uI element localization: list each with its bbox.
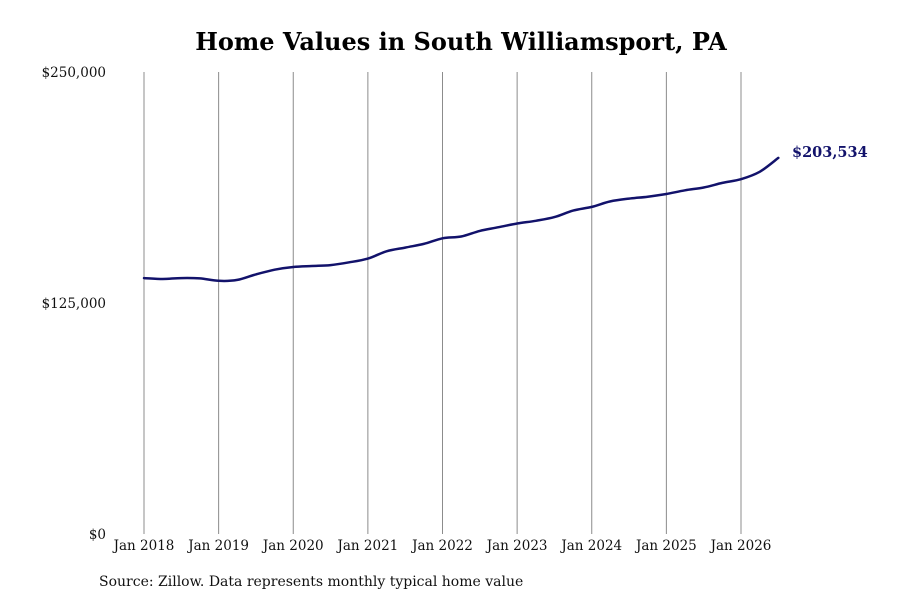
end-value-label: $203,534: [792, 144, 868, 161]
y-tick-label: $250,000: [42, 65, 106, 81]
y-tick-label: $125,000: [42, 296, 106, 312]
x-tick-label: Jan 2025: [634, 538, 697, 554]
x-tick-label: Jan 2023: [485, 538, 548, 554]
x-tick-label: Jan 2018: [112, 538, 175, 554]
y-axis-tick-labels: $0 $125,000 $250,000: [42, 65, 106, 543]
y-tick-label: $0: [89, 527, 106, 543]
source-note: Source: Zillow. Data represents monthly …: [99, 574, 523, 590]
x-tick-label: Jan 2019: [186, 538, 249, 554]
x-tick-label: Jan 2024: [559, 538, 622, 554]
x-tick-label: Jan 2021: [335, 538, 398, 554]
chart-title: Home Values in South Williamsport, PA: [195, 27, 727, 56]
x-tick-label: Jan 2022: [410, 538, 473, 554]
x-tick-label: Jan 2020: [261, 538, 324, 554]
x-gridlines: [143, 72, 742, 534]
x-axis-tick-labels: Jan 2018 Jan 2019 Jan 2020 Jan 2021 Jan 2022…: [112, 538, 772, 554]
x-tick-label: Jan 2026: [709, 538, 772, 554]
home-value-line: [142, 156, 780, 283]
